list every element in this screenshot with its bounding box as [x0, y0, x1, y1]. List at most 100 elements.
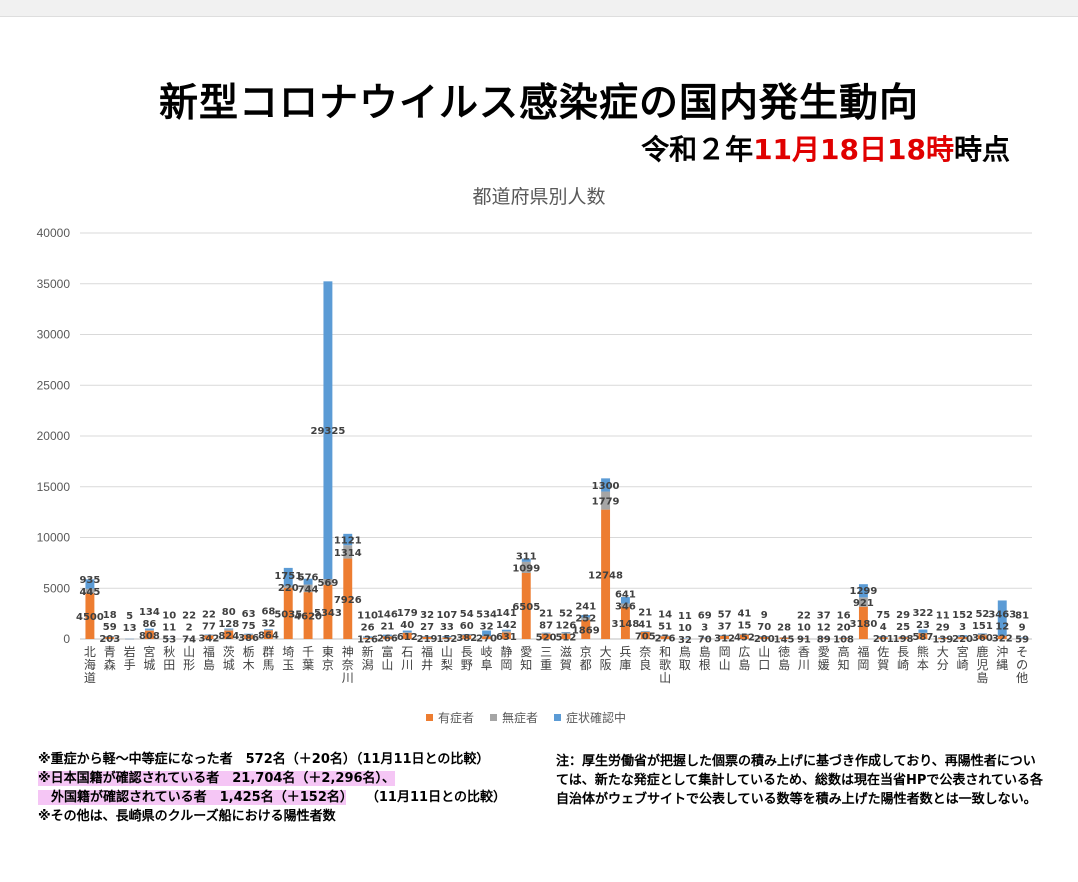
- x-tick-label: 岩手: [124, 644, 136, 672]
- data-label: 512: [555, 632, 576, 643]
- data-label: 28: [777, 622, 791, 633]
- bar-segment: [878, 636, 888, 637]
- x-tick-label: 愛媛: [818, 645, 830, 672]
- data-label: 9: [761, 610, 768, 621]
- data-label: 20: [837, 622, 851, 633]
- data-label: 52: [559, 608, 573, 619]
- data-label: 40: [400, 620, 414, 631]
- bar-segment: [85, 593, 95, 639]
- bar-segment: [759, 636, 769, 639]
- data-label: 4: [880, 622, 887, 633]
- data-label: 576: [298, 572, 319, 583]
- x-tick-label: 香川: [798, 645, 810, 672]
- data-label: 53: [162, 635, 176, 646]
- data-label: 68: [261, 607, 275, 618]
- data-label: 126: [357, 634, 378, 645]
- bar-segment: [263, 629, 273, 631]
- chart-legend: 有症者 無症者 症状確認中: [426, 709, 626, 726]
- data-label: 935: [79, 575, 100, 586]
- data-label: 142: [496, 620, 517, 631]
- bar-segment: [938, 637, 948, 638]
- bar-segment: [799, 637, 809, 639]
- bar-segment: [680, 638, 690, 639]
- legend-label: 症状確認中: [566, 711, 627, 725]
- page-title: 新型コロナウイルス感染症の国内発生動向: [158, 81, 919, 126]
- bar-segment: [204, 635, 214, 639]
- data-label: 33: [440, 622, 454, 633]
- bar-segment: [1017, 638, 1027, 639]
- chart-title: 都道府県別人数: [472, 186, 606, 208]
- data-label: 241: [575, 602, 596, 613]
- bar-segment: [739, 634, 749, 635]
- bar-segment: [382, 634, 392, 637]
- bar-segment: [343, 545, 353, 559]
- x-tick-label: 東京: [322, 645, 334, 672]
- bar-segment: [105, 636, 115, 637]
- bar-segment: [977, 633, 987, 636]
- as-of-hour-red: 18時: [887, 133, 954, 166]
- data-label: 445: [79, 587, 100, 598]
- bar-segment: [244, 633, 254, 635]
- bar-segment: [363, 636, 373, 638]
- bar-segment: [402, 630, 412, 633]
- y-tick-label: 40000: [37, 226, 71, 240]
- y-tick-label: 5000: [43, 581, 70, 595]
- data-label: 80: [222, 607, 236, 618]
- data-label: 89: [817, 635, 831, 646]
- bar-segment: [125, 638, 135, 640]
- x-tick-label: 長崎: [897, 645, 909, 672]
- bar-segment: [620, 597, 630, 604]
- bar-segment: [244, 635, 254, 639]
- bar-segment: [263, 629, 273, 630]
- data-label: 23: [916, 620, 930, 631]
- x-tick-label: 鳥取: [679, 644, 691, 672]
- bar-segment: [501, 631, 511, 633]
- x-tick-label: 神奈川: [342, 645, 354, 685]
- data-label: 3: [959, 622, 966, 633]
- x-tick-label: 熊本: [917, 644, 929, 672]
- data-label: 29: [896, 610, 910, 621]
- data-label: 270: [476, 634, 497, 645]
- x-tick-label: 岡山: [719, 645, 731, 672]
- data-label: 37: [817, 611, 831, 622]
- bar-segment: [343, 558, 353, 639]
- data-label: 5: [126, 611, 133, 622]
- data-label: 16: [837, 610, 851, 621]
- legend-swatch-orange: [426, 714, 433, 721]
- bar-segment: [382, 636, 392, 637]
- bar-segment: [581, 620, 591, 639]
- data-label: 25: [896, 622, 910, 633]
- footnote-right: 注：厚生労働省が把握した個票の積み上げに基づき作成しており、再陽性者については、…: [556, 754, 1043, 807]
- data-label: 346: [615, 601, 636, 612]
- data-label: 4620: [294, 612, 322, 623]
- data-label: 200: [754, 634, 775, 645]
- bar-segment: [660, 636, 670, 639]
- x-tick-label: 奈良: [639, 645, 651, 672]
- data-label: 51: [658, 622, 672, 633]
- x-tick-label: 佐賀: [877, 645, 889, 672]
- bar-segment: [858, 606, 868, 639]
- data-label: 808: [139, 631, 160, 642]
- data-label: 534: [476, 610, 497, 621]
- data-label: 276: [655, 634, 676, 645]
- data-label: 864: [258, 631, 279, 642]
- note-others: ※その他は、長崎県のクルーズ船における陽性者数: [38, 809, 336, 824]
- bar-segment: [303, 592, 313, 639]
- data-label: 3148: [611, 619, 639, 630]
- x-tick-label: 三重: [540, 645, 552, 672]
- data-label: 3: [701, 623, 708, 634]
- data-label: 21: [539, 608, 553, 619]
- data-label: 32: [480, 622, 494, 633]
- data-label: 631: [496, 632, 517, 643]
- bar-segment: [898, 636, 908, 637]
- x-tick-label: 広島: [738, 645, 750, 672]
- y-tick-label: 0: [63, 632, 70, 646]
- data-label: 151: [972, 621, 993, 632]
- data-label: 1121: [334, 536, 362, 547]
- data-label: 146: [377, 610, 398, 621]
- bar-segment: [997, 600, 1007, 636]
- data-label: 152: [436, 634, 457, 645]
- data-label: 824: [218, 631, 239, 642]
- bar-segment: [779, 637, 789, 639]
- y-tick-label: 30000: [37, 328, 71, 342]
